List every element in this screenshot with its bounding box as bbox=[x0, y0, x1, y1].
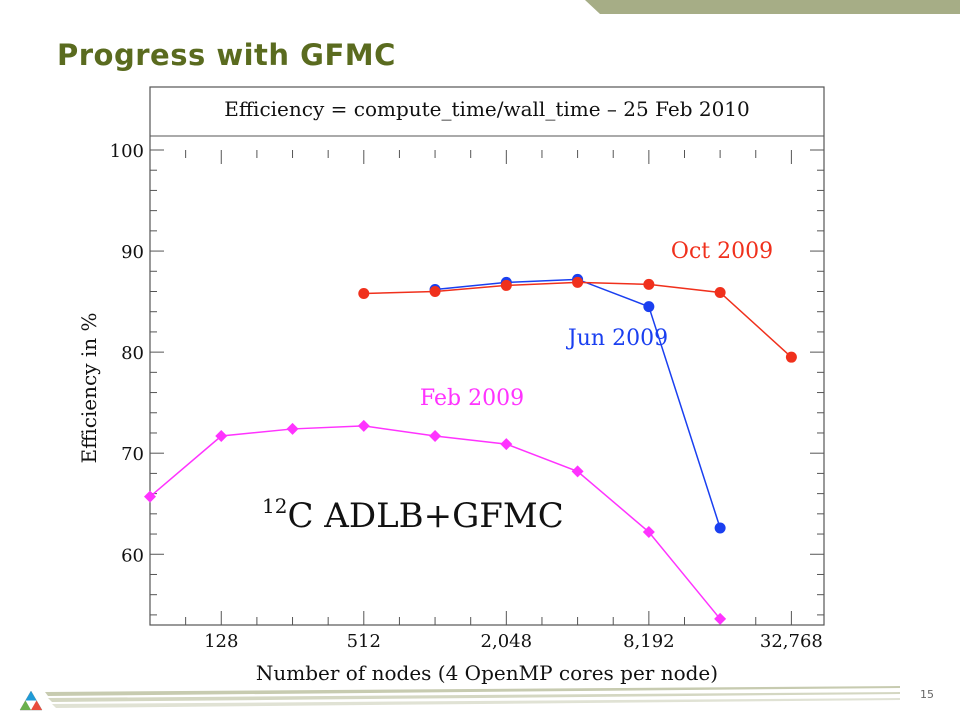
data-point-oct-2009 bbox=[500, 279, 512, 291]
data-point-feb-2009 bbox=[642, 526, 655, 539]
argonne-logo-icon bbox=[19, 690, 43, 711]
data-point-feb-2009 bbox=[500, 438, 513, 451]
bottom-band-stripe-1 bbox=[45, 686, 900, 696]
top-band-shape bbox=[585, 0, 960, 14]
chart-annotation: 12C ADLB+GFMC bbox=[262, 494, 564, 536]
x-tick-label: 32,768 bbox=[760, 631, 823, 652]
data-point-jun-2009 bbox=[714, 522, 726, 534]
data-point-feb-2009 bbox=[286, 422, 299, 435]
data-point-feb-2009 bbox=[571, 465, 584, 478]
data-point-oct-2009 bbox=[358, 288, 370, 300]
y-tick-label: 100 bbox=[110, 141, 144, 162]
y-tick-label: 80 bbox=[121, 343, 144, 364]
data-point-oct-2009 bbox=[643, 278, 655, 290]
slide-title: Progress with GFMC bbox=[57, 38, 396, 72]
top-decorative-band bbox=[585, 0, 960, 14]
bottom-decorative-band bbox=[45, 686, 900, 708]
data-point-oct-2009 bbox=[572, 276, 584, 288]
y-tick-label: 60 bbox=[121, 545, 144, 566]
data-point-feb-2009 bbox=[144, 490, 156, 503]
data-point-feb-2009 bbox=[215, 430, 228, 443]
x-tick-label: 512 bbox=[347, 631, 381, 652]
data-point-oct-2009 bbox=[785, 351, 797, 363]
data-point-feb-2009 bbox=[357, 419, 370, 432]
x-tick-label: 2,048 bbox=[481, 631, 533, 652]
data-point-oct-2009 bbox=[429, 285, 441, 297]
x-tick-label: 128 bbox=[204, 631, 238, 652]
bottom-band-stripe-2 bbox=[48, 692, 900, 702]
data-point-feb-2009 bbox=[714, 612, 727, 625]
x-tick-label: 8,192 bbox=[623, 631, 675, 652]
x-axis-label: Number of nodes (4 OpenMP cores per node… bbox=[256, 661, 718, 685]
data-point-jun-2009 bbox=[643, 301, 655, 313]
annotation-text: C ADLB+GFMC bbox=[287, 496, 563, 536]
y-tick-label: 90 bbox=[121, 242, 144, 263]
series-label-feb-2009: Feb 2009 bbox=[420, 386, 524, 411]
data-point-feb-2009 bbox=[429, 430, 442, 443]
page-number: 15 bbox=[920, 688, 934, 701]
y-axis-label: Efficiency in % bbox=[77, 312, 101, 463]
annotation-superscript: 12 bbox=[262, 494, 287, 518]
bottom-band-stripe-3 bbox=[52, 698, 900, 708]
chart-frame bbox=[149, 86, 825, 626]
series-label-jun-2009: Jun 2009 bbox=[566, 326, 668, 351]
chart-title: Efficiency = compute_time/wall_time – 25… bbox=[224, 97, 750, 121]
series-label-oct-2009: Oct 2009 bbox=[671, 239, 773, 264]
data-point-oct-2009 bbox=[714, 287, 726, 298]
y-tick-label: 70 bbox=[121, 444, 144, 465]
